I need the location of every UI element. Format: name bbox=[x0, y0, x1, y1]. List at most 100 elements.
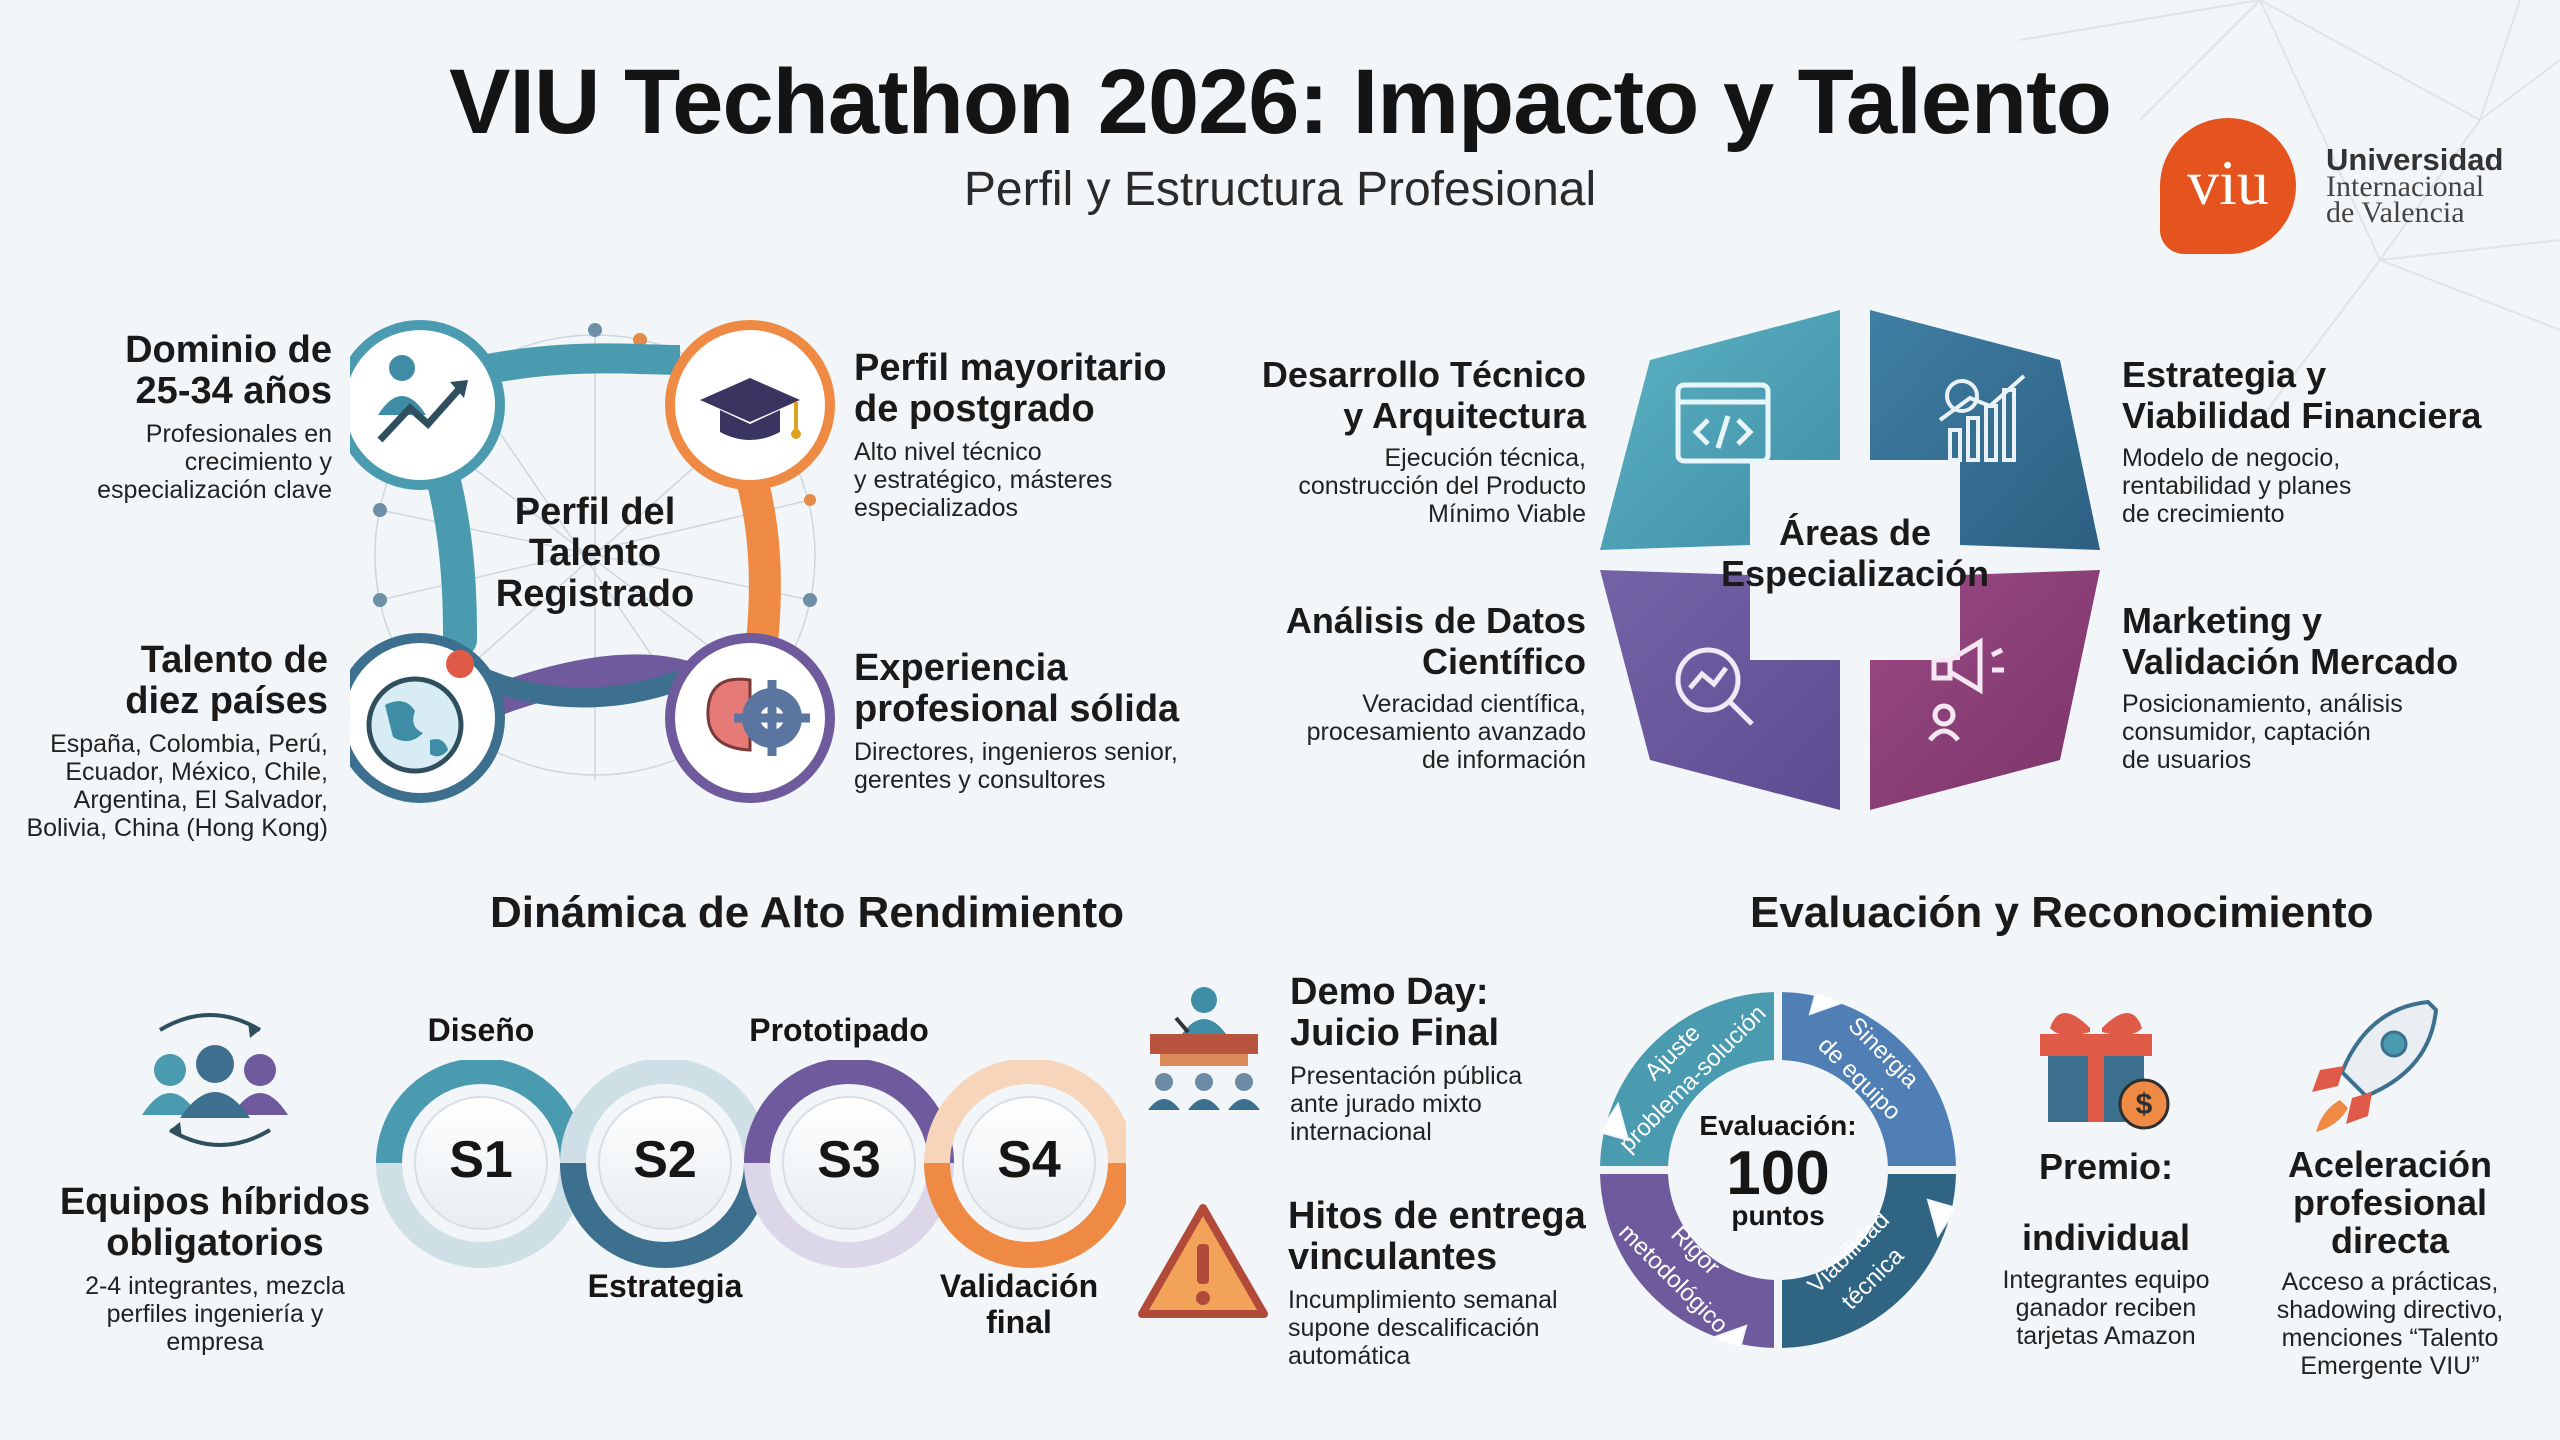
experience-title-2: profesional sólida bbox=[854, 688, 1180, 730]
areas-center-l2: Especialización bbox=[1720, 553, 1990, 594]
megaphone-icon bbox=[1928, 637, 2004, 742]
tech-title-1: Desarrollo Técnico bbox=[1261, 354, 1586, 395]
finance-text-2: rentabilidad y planes bbox=[2122, 472, 2352, 500]
postgrad-title-2: de postgrado bbox=[854, 388, 1095, 430]
prize-title: Premio: bbox=[2038, 1146, 2174, 1187]
experience-text-1: Directores, ingenieros senior, bbox=[854, 738, 1178, 766]
marketing-title-2: Validación Mercado bbox=[2122, 641, 2459, 682]
page-title: VIU Techathon 2026: Impacto y Talento bbox=[449, 51, 2112, 153]
sprint-s4-label-1: Validación bbox=[939, 1268, 1099, 1304]
tech-text-1: Ejecución técnica, bbox=[1384, 444, 1586, 472]
data-text-1: Veracidad científica, bbox=[1362, 690, 1586, 718]
experience-block: Experiencia profesional sólida Directore… bbox=[854, 647, 1274, 795]
sprint-s3-label: Prototipado bbox=[749, 1012, 929, 1048]
podium-icon bbox=[1148, 987, 1260, 1110]
accel-text-2: shadowing directivo, bbox=[2276, 1296, 2504, 1324]
finance-title-2: Viabilidad Financiera bbox=[2122, 395, 2482, 436]
age-text-3: especialización clave bbox=[97, 476, 332, 504]
prize-text-1: Integrantes equipo bbox=[2002, 1266, 2210, 1294]
data-title-2: Científico bbox=[1421, 641, 1586, 682]
milestones-text-3: automática bbox=[1288, 1342, 1411, 1370]
data-block: Análisis de Datos Científico Veracidad c… bbox=[1230, 600, 1586, 774]
background-network-lines bbox=[2019, 0, 2560, 421]
finance-text-3: de crecimiento bbox=[2122, 500, 2285, 528]
accel-title-3: directa bbox=[2330, 1220, 2450, 1261]
finance-block: Estrategia y Viabilidad Financiera Model… bbox=[2122, 354, 2542, 528]
countries-text-1: España, Colombia, Perú, bbox=[50, 730, 328, 758]
data-text-3: de información bbox=[1422, 746, 1586, 774]
age-block: Dominio de 25-34 años Profesionales en c… bbox=[40, 330, 332, 505]
talent-profile-diagram bbox=[350, 320, 835, 803]
teams-text-1: 2-4 integrantes, mezcla bbox=[85, 1272, 345, 1300]
evaluation-section-title: Evaluación y Reconocimiento bbox=[1750, 888, 2374, 937]
accel-title-2: profesional bbox=[2292, 1182, 2488, 1223]
team-icon bbox=[142, 1013, 288, 1147]
marketing-text-2: consumidor, captación bbox=[2122, 718, 2371, 746]
teams-text-2: perfiles ingeniería y bbox=[106, 1300, 324, 1328]
milestones-title-1: Hitos de entrega bbox=[1288, 1195, 1586, 1237]
postgrad-block: Perfil mayoritario de postgrado Alto niv… bbox=[854, 347, 1274, 523]
milestones-title-2: vinculantes bbox=[1288, 1236, 1498, 1278]
teams-title-2: obligatorios bbox=[106, 1222, 324, 1264]
gift-icon: $ bbox=[2040, 1013, 2170, 1130]
demo-text-1: Presentación pública bbox=[1290, 1062, 1523, 1090]
demo-text-2: ante jurado mixto bbox=[1290, 1090, 1482, 1118]
accel-text-4: Emergente VIU” bbox=[2300, 1352, 2480, 1380]
sprint-s4-label: Validación final bbox=[919, 1268, 1119, 1340]
countries-title-1: Talento de bbox=[140, 639, 328, 681]
areas-center-l1: Áreas de bbox=[1778, 512, 1932, 553]
teams-text-3: empresa bbox=[166, 1328, 264, 1356]
sprint-s4-label-2: final bbox=[986, 1304, 1052, 1340]
age-title-2: 25-34 años bbox=[135, 370, 332, 412]
sprint-s3-code: S3 bbox=[817, 1131, 881, 1189]
sprint-s4-code: S4 bbox=[997, 1131, 1061, 1189]
marketing-title-1: Marketing y bbox=[2122, 600, 2323, 641]
marketing-text-3: de usuarios bbox=[2122, 746, 2252, 774]
demo-title-1: Demo Day: bbox=[1290, 971, 1489, 1013]
rocket-icon bbox=[2312, 999, 2439, 1132]
sprint-s1-code: S1 bbox=[449, 1131, 513, 1189]
age-text-2: crecimiento y bbox=[184, 448, 332, 476]
accel-text-1: Acceso a prácticas, bbox=[2281, 1268, 2499, 1296]
demo-block: Demo Day: Juicio Final Presentación públ… bbox=[1290, 971, 1620, 1147]
dynamics-section-title: Dinámica de Alto Rendimiento bbox=[490, 888, 1125, 937]
postgrad-title-1: Perfil mayoritario bbox=[854, 347, 1167, 389]
demo-text-3: internacional bbox=[1290, 1118, 1432, 1146]
page-subtitle: Perfil y Estructura Profesional bbox=[963, 163, 1597, 216]
prize-text-2: ganador reciben bbox=[2015, 1294, 2197, 1322]
prize-text-3: tarjetas Amazon bbox=[2016, 1322, 2196, 1350]
data-title-1: Análisis de Datos bbox=[1285, 600, 1586, 641]
countries-title-2: diez países bbox=[125, 680, 328, 722]
experience-title-1: Experiencia bbox=[854, 647, 1068, 689]
data-text-2: procesamiento avanzado bbox=[1306, 718, 1586, 746]
brain-gear-icon bbox=[706, 677, 810, 756]
logo-mark-text: viu bbox=[2187, 147, 2269, 218]
accel-title-1: Aceleración bbox=[2287, 1144, 2493, 1185]
countries-block: Talento de diez países España, Colombia,… bbox=[20, 639, 328, 843]
experience-text-2: gerentes y consultores bbox=[854, 766, 1106, 794]
finance-title-1: Estrategia y bbox=[2122, 354, 2327, 395]
code-window-icon bbox=[1675, 382, 1771, 464]
eval-center-label: Evaluación: bbox=[1699, 1110, 1857, 1141]
evaluation-wheel: Ajuste problema-solución Sinergia de equ… bbox=[1591, 983, 1965, 1357]
areas-diagram bbox=[1600, 310, 2100, 810]
countries-text-3: Argentina, El Salvador, bbox=[73, 786, 328, 814]
talent-center-label: Perfil del Talento Registrado bbox=[470, 492, 720, 615]
age-text-1: Profesionales en bbox=[145, 420, 332, 448]
tech-block: Desarrollo Técnico y Arquitectura Ejecuc… bbox=[1230, 354, 1586, 528]
eval-points-label: puntos bbox=[1731, 1200, 1825, 1231]
eval-points: 100 bbox=[1726, 1139, 1830, 1208]
globe-icon bbox=[366, 650, 475, 774]
marketing-text-1: Posicionamiento, análisis bbox=[2122, 690, 2403, 718]
sprint-s2-code: S2 bbox=[633, 1131, 697, 1189]
tech-title-2: y Arquitectura bbox=[1343, 395, 1586, 436]
warning-icon bbox=[1138, 1204, 1268, 1318]
postgrad-text-2: y estratégico, másteres bbox=[854, 466, 1113, 494]
tech-text-3: Mínimo Viable bbox=[1428, 500, 1586, 528]
data-magnifier-icon bbox=[1675, 647, 1754, 726]
tech-text-2: construcción del Producto bbox=[1298, 472, 1586, 500]
prize-block: Premio: individual Integrantes equipo ga… bbox=[1990, 1146, 2222, 1350]
teams-block: Equipos híbridos obligatorios 2-4 integr… bbox=[40, 1182, 390, 1357]
milestones-text-1: Incumplimiento semanal bbox=[1288, 1286, 1558, 1314]
countries-text-2: Ecuador, México, Chile, bbox=[65, 758, 328, 786]
